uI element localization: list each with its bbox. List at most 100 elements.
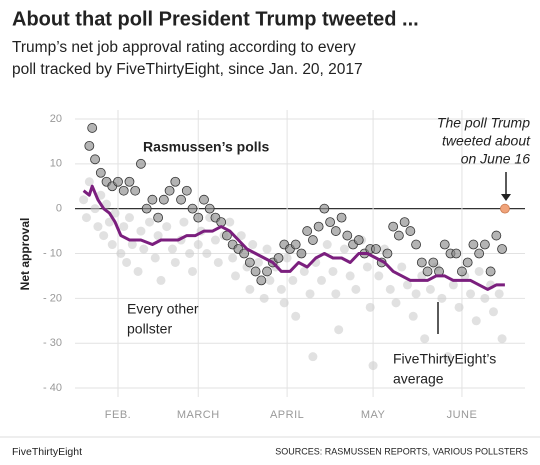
poll-point (325, 217, 335, 228)
poll-point (328, 266, 338, 276)
poll-point (167, 244, 177, 254)
x-tick-label: FEB. (105, 409, 131, 421)
poll-point (225, 217, 235, 227)
poll-point (84, 177, 94, 187)
labels: Rasmussen’s polls Every other pollster F… (127, 115, 531, 387)
poll-point (179, 217, 189, 227)
poll-point (176, 194, 186, 205)
poll-point (305, 289, 315, 299)
series-label: Rasmussen’s polls (143, 139, 270, 155)
poll-point (291, 311, 301, 321)
poll-point (193, 212, 204, 223)
poll-point (448, 280, 458, 290)
y-tick-label: 10 (50, 158, 62, 170)
poll-point (282, 253, 292, 263)
poll-point (480, 293, 490, 303)
poll-point (457, 266, 467, 277)
poll-point (437, 293, 447, 303)
poll-point (296, 248, 307, 259)
poll-point (491, 230, 502, 241)
poll-point (133, 266, 143, 276)
poll-point (164, 185, 175, 196)
y-tick-label: 20 (50, 113, 62, 125)
poll-point (202, 249, 212, 258)
poll-point (451, 248, 462, 259)
x-tick-label: MARCH (177, 409, 220, 421)
annotation: on June 16 (461, 151, 530, 167)
poll-point (385, 284, 395, 294)
poll-point (228, 253, 238, 263)
highlight-point (500, 203, 510, 214)
poll-point (248, 240, 258, 250)
poll-point (204, 203, 215, 214)
poll-point (307, 235, 318, 245)
poll-point (158, 194, 169, 205)
poll-point (130, 185, 141, 196)
poll-point (273, 253, 284, 263)
y-tick-label: - 40 (43, 382, 62, 394)
poll-point (113, 176, 123, 187)
poll-point (262, 266, 272, 277)
poll-point (405, 226, 416, 236)
poll-point (362, 262, 372, 272)
poll-point (170, 257, 180, 267)
y-tick-label: - 30 (43, 337, 62, 349)
poll-point (90, 154, 100, 165)
poll-point (136, 226, 146, 236)
subtitle: Trump’s net job approval rating accordin… (12, 39, 356, 56)
poll-point (416, 257, 427, 268)
y-axis-label: Net approval (18, 218, 32, 291)
poll-point (245, 284, 255, 294)
poll-point (479, 239, 490, 250)
poll-point (290, 239, 301, 250)
poll-point (162, 222, 172, 232)
poll-point (319, 203, 330, 214)
poll-point (313, 221, 324, 232)
x-tick-label: MAY (361, 409, 386, 421)
poll-point (353, 235, 364, 245)
series-label: FiveThirtyEight’s (393, 351, 496, 367)
poll-point (122, 257, 132, 267)
poll-point (425, 284, 435, 294)
poll-point (474, 266, 484, 276)
poll-point (308, 352, 318, 362)
poll-point (382, 248, 393, 259)
poll-point (150, 253, 160, 263)
poll-point (145, 217, 155, 227)
poll-point (336, 212, 347, 223)
x-tick-label: JUNE (447, 409, 478, 421)
poll-point (256, 275, 267, 286)
poll-point (244, 257, 255, 268)
chart-title: About that poll President Trump tweeted … (12, 8, 419, 30)
poll-point (454, 302, 464, 312)
poll-point (494, 289, 504, 299)
poll-point (81, 213, 91, 223)
poll-point (124, 176, 135, 187)
subtitle: poll tracked by FiveThirtyEight, since J… (12, 61, 363, 78)
poll-point (210, 235, 220, 245)
poll-point (497, 334, 507, 344)
poll-point (139, 244, 149, 254)
poll-point (334, 325, 344, 335)
annotation: The poll Trump (437, 115, 530, 131)
poll-point (288, 275, 298, 285)
poll-point (231, 271, 241, 281)
poll-point (213, 257, 223, 267)
poll-point (302, 226, 313, 236)
annotation: tweeted about (442, 133, 531, 149)
marks (79, 123, 510, 371)
poll-point (488, 307, 498, 317)
poll-point (102, 199, 112, 209)
poll-point (185, 249, 195, 258)
poll-point (331, 289, 341, 299)
poll-point (188, 266, 198, 276)
series-label: average (393, 371, 444, 387)
poll-point (93, 222, 103, 232)
poll-point (239, 248, 250, 259)
x-tick-label: APRIL (270, 409, 304, 421)
poll-point (87, 123, 98, 133)
poll-point (485, 266, 496, 277)
poll-point (374, 271, 384, 281)
poll-point (443, 352, 453, 362)
